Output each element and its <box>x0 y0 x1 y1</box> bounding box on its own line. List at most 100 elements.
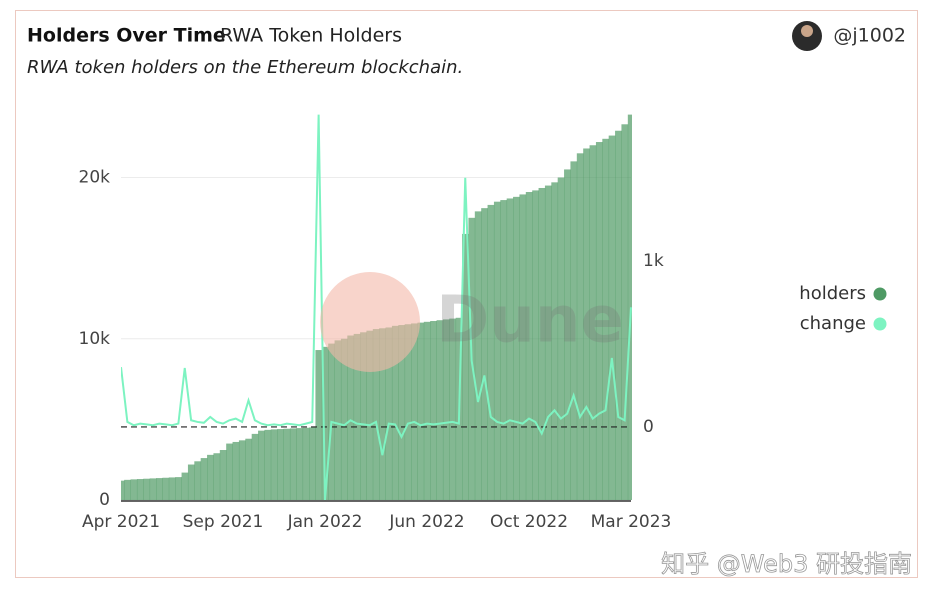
bar <box>385 327 393 500</box>
legend-label: change <box>800 313 866 334</box>
bar <box>277 429 284 500</box>
bar <box>398 325 406 500</box>
bar <box>551 182 559 500</box>
author-avatar-face <box>801 25 813 37</box>
bar <box>175 477 182 500</box>
bar <box>557 177 565 500</box>
author: @j1002 <box>833 25 906 47</box>
plot-area <box>121 114 632 501</box>
bar <box>194 461 202 500</box>
bar <box>430 321 437 500</box>
legend-swatch <box>873 317 887 331</box>
bar <box>372 329 380 500</box>
bar <box>347 335 355 500</box>
bar <box>340 338 348 500</box>
y-tick-label: 10k <box>79 329 111 349</box>
bar <box>251 433 259 500</box>
bar <box>121 480 125 500</box>
bar <box>493 201 501 500</box>
bar <box>608 135 616 500</box>
bar <box>544 185 552 500</box>
x-tick-label: Apr 2021 <box>82 512 160 532</box>
bar <box>583 148 590 500</box>
bar <box>621 124 629 500</box>
bar <box>124 479 131 500</box>
bar <box>302 427 310 500</box>
x-tick-label: Sep 2021 <box>183 512 264 532</box>
bar <box>602 138 610 501</box>
bar <box>315 350 323 500</box>
bar <box>366 330 374 500</box>
legend-swatch <box>873 287 887 301</box>
bar <box>525 192 533 500</box>
bar <box>538 187 546 500</box>
bar <box>411 323 418 500</box>
bar <box>360 332 367 500</box>
bar <box>136 479 144 500</box>
bar <box>519 194 527 500</box>
bar <box>200 458 208 500</box>
bar <box>474 211 482 501</box>
bar <box>442 319 450 500</box>
bar <box>576 153 584 500</box>
query-name: RWA Token Holders <box>220 25 402 47</box>
bar <box>309 427 316 500</box>
bar <box>449 318 457 500</box>
watermark-logo <box>320 272 420 372</box>
bar <box>353 333 361 500</box>
bar <box>143 478 151 500</box>
bar <box>506 198 514 500</box>
watermark: Dune <box>436 284 624 358</box>
bar <box>404 324 412 500</box>
bar <box>296 428 304 500</box>
y-tick-label: 20k <box>79 168 111 188</box>
x-tick-label: Mar 2023 <box>591 512 672 532</box>
bar <box>627 114 632 501</box>
bar <box>500 200 508 500</box>
bar <box>130 479 138 500</box>
bar <box>181 472 189 500</box>
bar <box>570 161 578 500</box>
bar <box>258 430 265 500</box>
bar <box>379 328 386 500</box>
bar <box>564 169 571 500</box>
line <box>121 114 632 501</box>
bar <box>264 429 272 500</box>
bar <box>207 454 214 500</box>
chart-subtitle: RWA token holders on the Ethereum blockc… <box>27 57 463 78</box>
bar <box>238 440 246 500</box>
bar <box>149 478 157 500</box>
bar <box>283 428 291 500</box>
bar <box>162 477 170 500</box>
legend-label: holders <box>799 283 866 304</box>
source-watermark: 知乎 @Web3 研投指南 <box>661 550 912 578</box>
x-tick-label: Oct 2022 <box>490 512 568 532</box>
bar <box>168 477 176 500</box>
y2-tick-label: 1k <box>643 251 664 271</box>
bar <box>589 145 597 500</box>
bar <box>462 233 469 500</box>
bar <box>513 196 520 500</box>
bar <box>232 441 240 500</box>
bar <box>187 464 195 500</box>
bar <box>391 325 399 500</box>
y2-tick-label: 0 <box>643 417 654 437</box>
bar <box>436 320 444 500</box>
bar <box>487 204 495 500</box>
plot: 0 10k 20k 0 1k Apr 2021 Sep 2021 Jan 2022 Jun 20… <box>79 114 672 532</box>
bar <box>423 321 431 500</box>
bar <box>334 340 342 500</box>
bar <box>481 208 488 500</box>
bar <box>595 142 603 500</box>
bar <box>321 346 329 500</box>
y-tick-label: 0 <box>99 490 110 510</box>
x-tick-label: Jun 2022 <box>388 512 464 532</box>
bar <box>289 428 297 500</box>
bar <box>156 478 163 500</box>
bar <box>219 450 227 500</box>
bar <box>226 443 233 500</box>
chart-title: Holders Over Time <box>27 25 226 47</box>
bar <box>213 453 221 500</box>
